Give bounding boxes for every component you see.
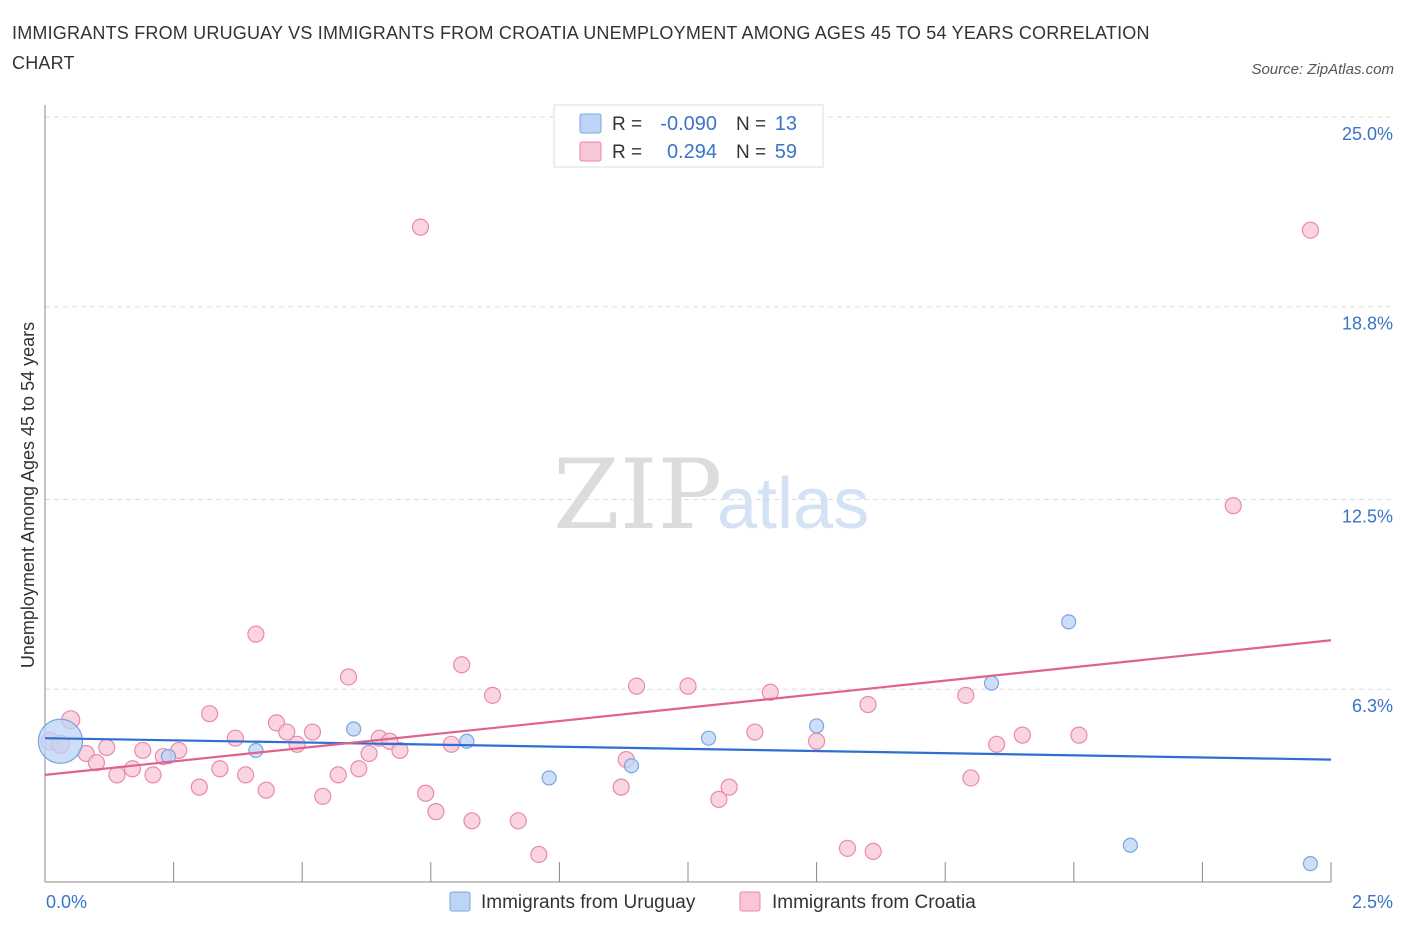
croatia-point	[988, 735, 1006, 753]
legend-croatia-label: Immigrants from Croatia	[772, 892, 976, 913]
uruguay-point	[623, 758, 640, 774]
uruguay-point	[1061, 614, 1077, 630]
uruguay-point	[700, 730, 717, 746]
uruguay-point	[160, 748, 177, 765]
y-tick-label: 25.0%	[1342, 124, 1393, 144]
uruguay-point	[983, 675, 1000, 691]
croatia-point	[278, 723, 296, 741]
croatia-point	[679, 677, 697, 695]
croatia-point	[483, 686, 502, 704]
trend-lines	[44, 639, 1332, 776]
croatia-point	[257, 781, 275, 799]
uruguay-point	[1302, 856, 1319, 872]
croatia-point	[134, 741, 152, 760]
watermark-atlas: atlas	[717, 464, 869, 544]
axis-labels: 6.3% 12.5% 18.8% 25.0% 0.0% 2.5%	[46, 124, 1393, 912]
croatia-point	[339, 668, 358, 686]
croatia-point	[391, 741, 409, 760]
stats-legend: R = -0.090 N = 13 R = 0.294 N = 59	[553, 104, 824, 168]
croatia-point	[453, 656, 471, 674]
x-tick-label-max: 2.5%	[1352, 892, 1393, 912]
croatia-n-value: 59	[775, 141, 797, 163]
croatia-r-label: R =	[612, 142, 642, 163]
uruguay-trend-line	[44, 737, 1332, 761]
croatia-point	[123, 760, 142, 778]
croatia-point	[303, 723, 322, 741]
legend-uruguay-label: Immigrants from Uruguay	[481, 892, 696, 913]
croatia-point	[329, 766, 347, 784]
y-tick-label: 18.8%	[1342, 314, 1393, 334]
legend-uruguay-swatch	[449, 891, 471, 912]
watermark: ZIP atlas	[553, 439, 869, 551]
croatia-point	[247, 625, 265, 643]
croatia-point	[1070, 726, 1088, 744]
croatia-point	[87, 754, 106, 772]
croatia-point	[962, 769, 980, 787]
croatia-trend-line	[44, 639, 1332, 776]
croatia-point	[1013, 726, 1031, 744]
croatia-point	[864, 842, 882, 861]
x-tick-label-min: 0.0%	[46, 892, 87, 912]
uruguay-point	[346, 721, 362, 737]
croatia-point	[237, 766, 255, 784]
croatia-point	[838, 839, 857, 857]
uruguay-point	[541, 770, 557, 786]
croatia-point	[1301, 221, 1320, 239]
uruguay-r-value: -0.090	[660, 113, 717, 135]
croatia-point	[710, 790, 728, 808]
legend-croatia-swatch	[739, 891, 761, 912]
uruguay-n-value: 13	[775, 113, 797, 135]
source-credit: Source: ZipAtlas.com	[1251, 61, 1394, 78]
gridlines	[45, 116, 1391, 690]
croatia-r-value: 0.294	[667, 141, 717, 163]
croatia-point	[627, 677, 646, 695]
croatia-point	[509, 812, 527, 830]
croatia-point	[108, 766, 126, 784]
croatia-point	[612, 778, 630, 796]
croatia-n-label: N =	[736, 142, 766, 163]
croatia-point	[226, 729, 244, 747]
croatia-point	[427, 803, 445, 821]
croatia-point	[761, 683, 779, 701]
watermark-zip: ZIP	[553, 439, 722, 551]
croatia-point	[417, 784, 435, 802]
croatia-point	[144, 766, 162, 784]
uruguay-point	[248, 742, 264, 759]
y-tick-label: 12.5%	[1342, 507, 1393, 527]
croatia-point	[807, 732, 826, 750]
croatia-legend-swatch	[579, 141, 602, 162]
croatia-point	[314, 787, 332, 805]
croatia-point	[211, 760, 229, 778]
croatia-point	[350, 760, 368, 778]
y-axis-label: Unemployment Among Ages 45 to 54 years	[18, 322, 38, 668]
croatia-point	[98, 738, 116, 756]
croatia-point	[957, 686, 975, 704]
y-tick-label: 6.3%	[1352, 696, 1393, 716]
croatia-point	[720, 778, 738, 796]
uruguay-n-label: N =	[736, 114, 766, 135]
uruguay-point	[37, 718, 84, 764]
uruguay-point	[1122, 837, 1138, 853]
croatia-point	[746, 723, 764, 741]
croatia-point	[190, 778, 208, 796]
croatia-point	[530, 845, 548, 864]
croatia-point	[411, 218, 430, 236]
chart-title: IMMIGRANTS FROM URUGUAY VS IMMIGRANTS FR…	[12, 23, 1150, 73]
croatia-point	[201, 705, 219, 723]
series-legend: Immigrants from Uruguay Immigrants from …	[449, 891, 976, 913]
uruguay-legend-swatch	[579, 113, 602, 134]
uruguay-point	[808, 718, 825, 734]
croatia-point	[463, 812, 481, 830]
croatia-point	[859, 695, 877, 714]
croatia-point	[1224, 497, 1242, 515]
uruguay-r-label: R =	[612, 114, 642, 135]
croatia-point	[360, 744, 378, 763]
